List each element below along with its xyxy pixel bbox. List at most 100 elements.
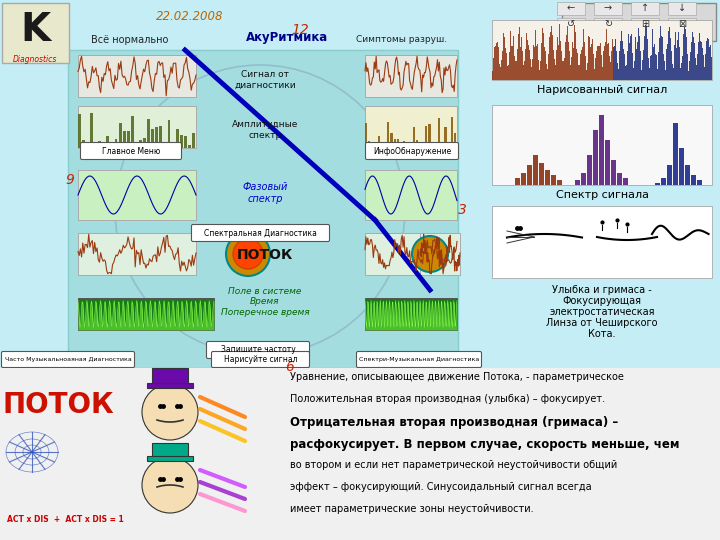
Text: Нарисованный сигнал: Нарисованный сигнал bbox=[537, 85, 667, 95]
Bar bbox=[102, 146, 105, 148]
Text: Кота.: Кота. bbox=[588, 329, 616, 339]
Text: ↺: ↺ bbox=[567, 19, 575, 29]
Bar bbox=[413, 127, 415, 148]
FancyBboxPatch shape bbox=[365, 106, 457, 148]
Bar bbox=[163, 144, 166, 148]
FancyBboxPatch shape bbox=[366, 143, 459, 159]
Text: ИнфоОбнаружение: ИнфоОбнаружение bbox=[373, 146, 451, 156]
Bar bbox=[428, 124, 431, 148]
Bar bbox=[435, 143, 437, 148]
FancyBboxPatch shape bbox=[492, 20, 712, 80]
Bar bbox=[616, 172, 621, 185]
Text: ACT x DIS  +  ACT x DIS = 1: ACT x DIS + ACT x DIS = 1 bbox=[6, 516, 123, 524]
Text: эффект – фокусирующий. Синусоидальный сигнал всегда: эффект – фокусирующий. Синусоидальный си… bbox=[290, 482, 592, 492]
Bar bbox=[394, 139, 396, 148]
Bar bbox=[660, 178, 665, 185]
FancyBboxPatch shape bbox=[2, 3, 69, 63]
FancyBboxPatch shape bbox=[147, 456, 193, 461]
Bar bbox=[397, 139, 399, 148]
Bar bbox=[151, 130, 154, 148]
Circle shape bbox=[226, 232, 270, 276]
Text: Спектр сигнала: Спектр сигнала bbox=[556, 190, 649, 200]
Text: АкуРитмика: АкуРитмика bbox=[246, 30, 328, 44]
Text: 3: 3 bbox=[458, 203, 467, 217]
Bar bbox=[419, 146, 421, 148]
Text: во втором и если нет параметрической неустойчивости общий: во втором и если нет параметрической неу… bbox=[290, 460, 617, 470]
Bar bbox=[390, 133, 392, 148]
Text: K: K bbox=[20, 11, 50, 49]
Bar bbox=[526, 165, 531, 185]
Bar bbox=[448, 142, 450, 148]
Bar bbox=[188, 145, 191, 148]
FancyBboxPatch shape bbox=[594, 2, 622, 15]
Bar bbox=[533, 155, 538, 185]
FancyBboxPatch shape bbox=[192, 225, 330, 241]
FancyBboxPatch shape bbox=[668, 2, 696, 15]
Bar bbox=[168, 120, 171, 148]
Text: Отрицательная вторая производная (гримаса) –: Отрицательная вторая производная (гримас… bbox=[290, 416, 618, 429]
Bar bbox=[159, 126, 162, 148]
Text: 6: 6 bbox=[286, 360, 294, 374]
FancyBboxPatch shape bbox=[356, 352, 482, 368]
Circle shape bbox=[142, 384, 198, 440]
Bar bbox=[654, 183, 660, 185]
FancyBboxPatch shape bbox=[78, 55, 196, 97]
Text: ↑: ↑ bbox=[641, 3, 649, 13]
Text: Фокусирующая: Фокусирующая bbox=[562, 296, 642, 306]
FancyBboxPatch shape bbox=[152, 443, 188, 459]
FancyBboxPatch shape bbox=[492, 105, 712, 185]
Text: Уравнение, описывающее движение Потока, - параметрическое: Уравнение, описывающее движение Потока, … bbox=[290, 372, 624, 382]
Bar bbox=[593, 130, 598, 185]
Text: Улыбка и гримаса -: Улыбка и гримаса - bbox=[552, 285, 652, 295]
FancyBboxPatch shape bbox=[212, 352, 310, 368]
Bar bbox=[551, 175, 556, 185]
FancyBboxPatch shape bbox=[78, 106, 196, 148]
Bar bbox=[143, 138, 146, 148]
Bar bbox=[438, 118, 440, 148]
Text: Спектри-Музыкальная Диагностика: Спектри-Музыкальная Диагностика bbox=[359, 357, 479, 362]
Bar bbox=[587, 155, 592, 185]
Bar bbox=[426, 126, 428, 148]
FancyBboxPatch shape bbox=[365, 298, 457, 330]
Text: Фазовый
спектр: Фазовый спектр bbox=[243, 182, 288, 204]
Text: ↓: ↓ bbox=[678, 3, 686, 13]
Bar bbox=[111, 147, 114, 148]
Bar bbox=[107, 136, 109, 148]
FancyBboxPatch shape bbox=[81, 143, 181, 159]
FancyBboxPatch shape bbox=[0, 368, 720, 540]
FancyBboxPatch shape bbox=[78, 298, 214, 330]
Text: ↻: ↻ bbox=[604, 19, 612, 29]
Bar bbox=[580, 172, 585, 185]
Bar bbox=[444, 127, 446, 148]
FancyBboxPatch shape bbox=[78, 170, 196, 220]
Bar bbox=[403, 140, 405, 148]
FancyBboxPatch shape bbox=[365, 55, 457, 97]
Bar bbox=[90, 113, 93, 148]
Bar bbox=[135, 147, 138, 148]
Bar bbox=[521, 172, 526, 185]
Bar bbox=[94, 143, 97, 148]
FancyBboxPatch shape bbox=[207, 341, 310, 359]
Text: 12: 12 bbox=[291, 23, 309, 37]
Text: ←: ← bbox=[567, 3, 575, 13]
Text: 22.02.2008: 22.02.2008 bbox=[156, 10, 224, 23]
Text: Нарисуйте сигнал: Нарисуйте сигнал bbox=[224, 355, 297, 364]
Bar bbox=[598, 115, 603, 185]
Bar bbox=[667, 165, 672, 185]
Bar bbox=[122, 131, 125, 148]
Bar bbox=[99, 141, 102, 148]
Bar bbox=[539, 163, 544, 185]
FancyBboxPatch shape bbox=[557, 18, 585, 31]
FancyBboxPatch shape bbox=[68, 50, 458, 368]
Bar bbox=[82, 140, 85, 148]
Bar bbox=[605, 140, 610, 185]
FancyBboxPatch shape bbox=[147, 383, 193, 388]
Bar bbox=[451, 117, 453, 148]
Text: имеет параметрические зоны неустойчивости.: имеет параметрические зоны неустойчивост… bbox=[290, 504, 534, 514]
Bar bbox=[139, 140, 142, 148]
Bar bbox=[422, 144, 424, 148]
Bar bbox=[114, 139, 117, 148]
Bar bbox=[431, 146, 434, 148]
FancyBboxPatch shape bbox=[594, 18, 622, 31]
Text: Симптомы разруш.: Симптомы разруш. bbox=[356, 36, 448, 44]
